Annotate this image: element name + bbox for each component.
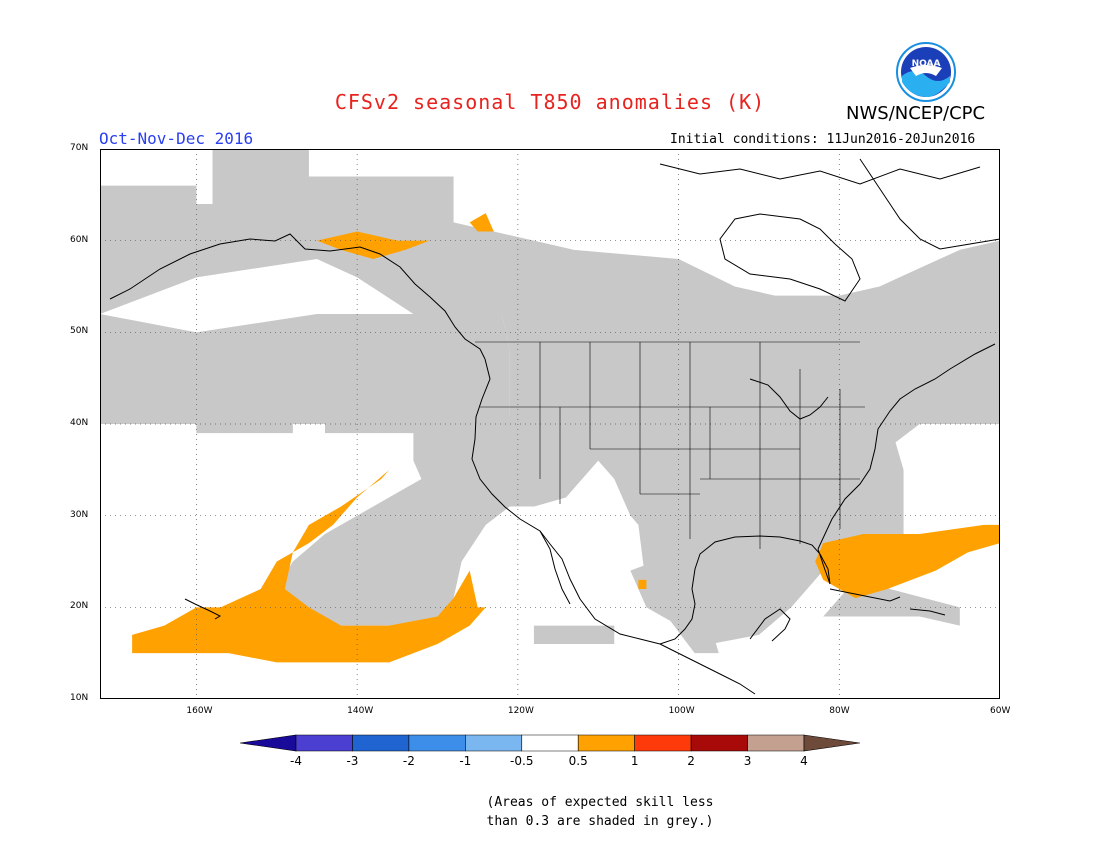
colorbar-tick-label: -0.5 <box>510 754 534 768</box>
colorbar-swatch <box>577 734 635 752</box>
grey-region-pacific <box>100 314 567 626</box>
lat-tick-label: 50N <box>70 326 89 337</box>
lat-tick-label: 40N <box>70 418 89 428</box>
colorbar-swatch <box>295 734 353 752</box>
colorbar-low-arrow <box>240 734 297 752</box>
anomaly-map <box>100 149 1000 699</box>
lon-tick-label: 160W <box>186 706 213 716</box>
orange-region-alaska <box>316 231 430 259</box>
lat-tick-label: 20N <box>70 601 89 612</box>
chart-title: CFSv2 seasonal T850 anomalies (K) <box>334 90 766 114</box>
logo-text: NOAA <box>912 59 941 69</box>
lat-tick-label: 60N <box>70 234 89 245</box>
lon-tick-label: 100W <box>668 706 695 716</box>
lat-tick-label: 30N <box>70 509 89 520</box>
orange-anomaly-layer <box>132 213 1000 663</box>
footnote-line-1: (Areas of expected skill less <box>486 795 714 810</box>
coastlines <box>109 158 1000 695</box>
colorbar <box>240 734 860 752</box>
grey-shading-layer <box>100 149 1000 654</box>
colorbar-swatch <box>521 734 579 752</box>
colorbar-tick-label: 0.5 <box>568 754 588 768</box>
colorbar-tick-label: 1 <box>630 754 639 768</box>
lon-tick-label: 60W <box>990 706 1011 716</box>
colorbar-tick-label: 3 <box>743 754 752 768</box>
orange-region-yukon <box>469 213 494 232</box>
footnote-line-2: than 0.3 are shaded in grey.) <box>486 814 714 829</box>
initial-conditions: Initial conditions: 11Jun2016-20Jun2016 <box>670 132 976 147</box>
colorbar-tick-label: -3 <box>346 754 359 768</box>
colorbar-swatch <box>408 734 466 752</box>
colorbar-swatch <box>352 734 410 752</box>
colorbar-swatch <box>747 734 805 752</box>
colorbar-tick-label: 2 <box>687 754 695 768</box>
colorbar-tick-label: 4 <box>800 754 808 768</box>
colorbar-high-arrow <box>803 734 860 752</box>
colorbar-tick-label: -2 <box>402 754 415 768</box>
grey-region-mexico-offshore <box>533 625 615 644</box>
orange-region-mexico <box>638 579 647 589</box>
orange-region-hawaii <box>132 460 486 663</box>
noaa-logo-icon: NOAA <box>896 42 956 102</box>
colorbar-tick-label: -1 <box>459 754 472 768</box>
lat-tick-label: 10N <box>70 693 89 703</box>
footnote: (Areas of expected skill less than 0.3 a… <box>440 793 760 831</box>
orange-region-atlantic <box>815 524 1000 599</box>
grid-lines <box>100 149 1000 699</box>
colorbar-swatch <box>690 734 748 752</box>
forecast-period: Oct-Nov-Dec 2016 <box>99 129 254 148</box>
lon-tick-label: 120W <box>507 706 534 716</box>
agency-label: NWS/NCEP/CPC <box>846 103 986 124</box>
lon-tick-label: 140W <box>347 706 374 716</box>
grey-region-north <box>100 149 1000 654</box>
lat-tick-label: 70N <box>70 143 89 153</box>
colorbar-tick-label: -4 <box>290 754 302 768</box>
colorbar-swatch <box>465 734 523 752</box>
state-borders <box>475 341 865 549</box>
colorbar-swatch <box>634 734 692 752</box>
lon-tick-label: 80W <box>829 706 850 716</box>
